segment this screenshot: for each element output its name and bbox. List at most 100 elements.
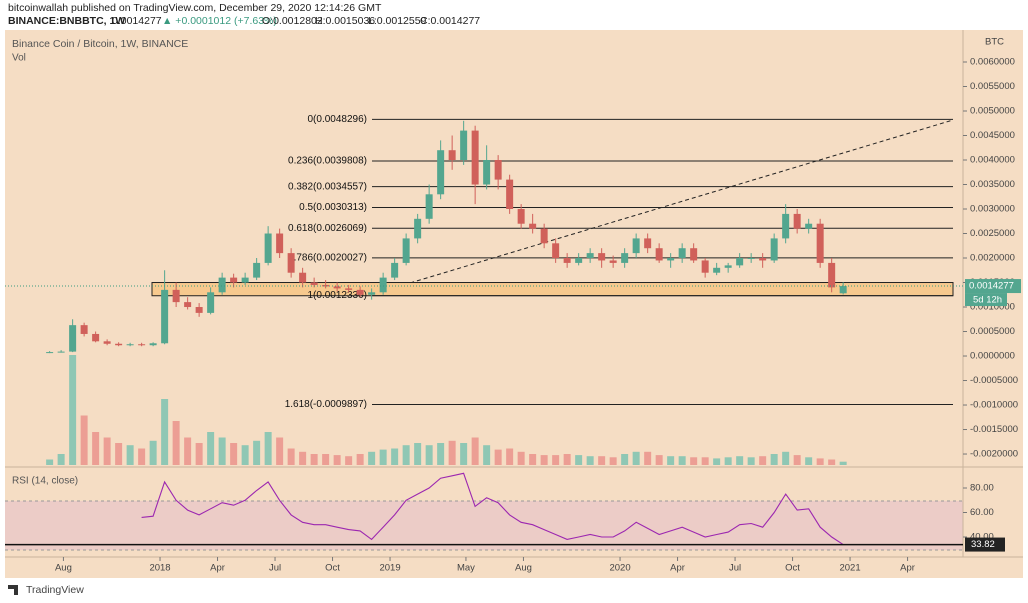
candle-body xyxy=(552,243,560,259)
y-tick-label: 0.0045000 xyxy=(970,130,1015,141)
rsi-tag-label: 33.82 xyxy=(971,539,995,550)
volume-bar xyxy=(563,454,571,465)
rsi-y-tick-label: 40.00 xyxy=(970,532,994,543)
volume-bar xyxy=(437,443,445,465)
volume-bar xyxy=(747,457,755,465)
x-tick-label: 2018 xyxy=(149,563,170,574)
fib-label: 0.5(0.0030313) xyxy=(299,202,367,213)
candle-body xyxy=(621,253,629,263)
candle-body xyxy=(816,223,824,263)
y-tick-label: 0.0030000 xyxy=(970,204,1015,215)
volume-bar xyxy=(759,456,767,465)
fib-label: 1.618(-0.0009897) xyxy=(285,399,367,410)
volume-bar xyxy=(391,448,399,465)
fib-label: 0.382(0.0034557) xyxy=(288,181,367,192)
candle-body xyxy=(770,238,778,261)
volume-bar xyxy=(448,440,456,465)
y-tick-label: 0.0020000 xyxy=(970,253,1015,264)
volume-bar xyxy=(218,437,226,465)
candle-body xyxy=(46,352,54,354)
chart-area xyxy=(5,30,1023,578)
candle-body xyxy=(241,277,249,283)
x-tick-label: Aug xyxy=(55,563,72,574)
candle-body xyxy=(506,179,514,210)
candle-body xyxy=(667,258,675,261)
candle-body xyxy=(540,228,548,244)
volume-bar xyxy=(46,459,54,465)
x-tick-label: Apr xyxy=(900,563,915,574)
candle-body xyxy=(598,253,606,261)
candle-body xyxy=(655,248,663,261)
candle-body xyxy=(632,238,640,254)
price-tag-label: 0.0014277 xyxy=(969,281,1014,292)
candle-body xyxy=(218,277,226,293)
volume-bar xyxy=(598,456,606,465)
volume-bar xyxy=(839,461,847,465)
candle-body xyxy=(575,258,583,263)
candle-body xyxy=(264,233,272,263)
volume-bar xyxy=(529,454,537,465)
candle-body xyxy=(828,262,836,288)
volume-bar xyxy=(678,456,686,465)
candle-body xyxy=(172,289,180,303)
x-tick-label: Apr xyxy=(670,563,685,574)
candle-body xyxy=(80,325,88,334)
countdown-label: 5d 12h xyxy=(973,295,1002,306)
candle-body xyxy=(184,302,192,308)
x-tick-label: Oct xyxy=(785,563,800,574)
fib-label: 0(0.0048296) xyxy=(308,114,368,125)
volume-bar xyxy=(816,458,824,465)
x-tick-label: Jul xyxy=(729,563,741,574)
fib-label: 1(0.0012330) xyxy=(308,290,368,301)
fib-label: 0.786(0.0020027) xyxy=(288,253,367,264)
candle-body xyxy=(644,238,652,249)
footer-brand: TradingView xyxy=(26,584,84,596)
symbol: BINANCE:BNBBTC, 1W xyxy=(8,15,125,27)
candle-body xyxy=(529,223,537,229)
y-tick-label: -0.0005000 xyxy=(970,375,1018,386)
volume-bar xyxy=(115,443,123,465)
candle-body xyxy=(414,218,422,239)
candle-body xyxy=(345,288,353,290)
x-tick-label: 2021 xyxy=(839,563,860,574)
candle-body xyxy=(322,284,330,287)
volume-bar xyxy=(57,454,65,465)
candle-body xyxy=(149,343,157,346)
candle-body xyxy=(483,160,491,185)
candle-body xyxy=(793,213,801,229)
candle-body xyxy=(299,272,307,283)
ohlc-close: C:0.0014277 xyxy=(420,15,480,27)
candle-body xyxy=(126,344,134,346)
candle-body xyxy=(747,258,755,260)
brand-logo xyxy=(8,585,18,595)
y-tick-label: 0.0055000 xyxy=(970,81,1015,92)
volume-bar xyxy=(483,445,491,465)
candle-body xyxy=(115,343,123,346)
volume-label: Vol xyxy=(12,53,26,64)
volume-bar xyxy=(264,432,272,465)
volume-bar xyxy=(552,455,560,465)
last-price: 0.0014277 xyxy=(112,15,162,27)
volume-bar xyxy=(770,454,778,465)
y-tick-label: 0.0005000 xyxy=(970,326,1015,337)
candle-body xyxy=(586,253,594,259)
candle-body xyxy=(276,233,284,254)
candle-body xyxy=(494,160,502,180)
x-tick-label: 2019 xyxy=(379,563,400,574)
volume-bar xyxy=(736,456,744,465)
volume-bar xyxy=(460,443,468,465)
volume-bar xyxy=(586,456,594,465)
rsi-y-tick-label: 60.00 xyxy=(970,507,994,518)
candle-body xyxy=(805,223,813,229)
volume-bar xyxy=(149,440,157,465)
y-tick-label: -0.0010000 xyxy=(970,400,1018,411)
x-tick-label: Aug xyxy=(515,563,532,574)
x-tick-label: Oct xyxy=(325,563,340,574)
price-change: ▲ +0.0001012 (+7.63%) xyxy=(162,15,277,27)
candle-body xyxy=(333,286,341,289)
candle-body xyxy=(195,307,203,313)
candle-body xyxy=(368,292,376,295)
volume-bar xyxy=(471,437,479,465)
